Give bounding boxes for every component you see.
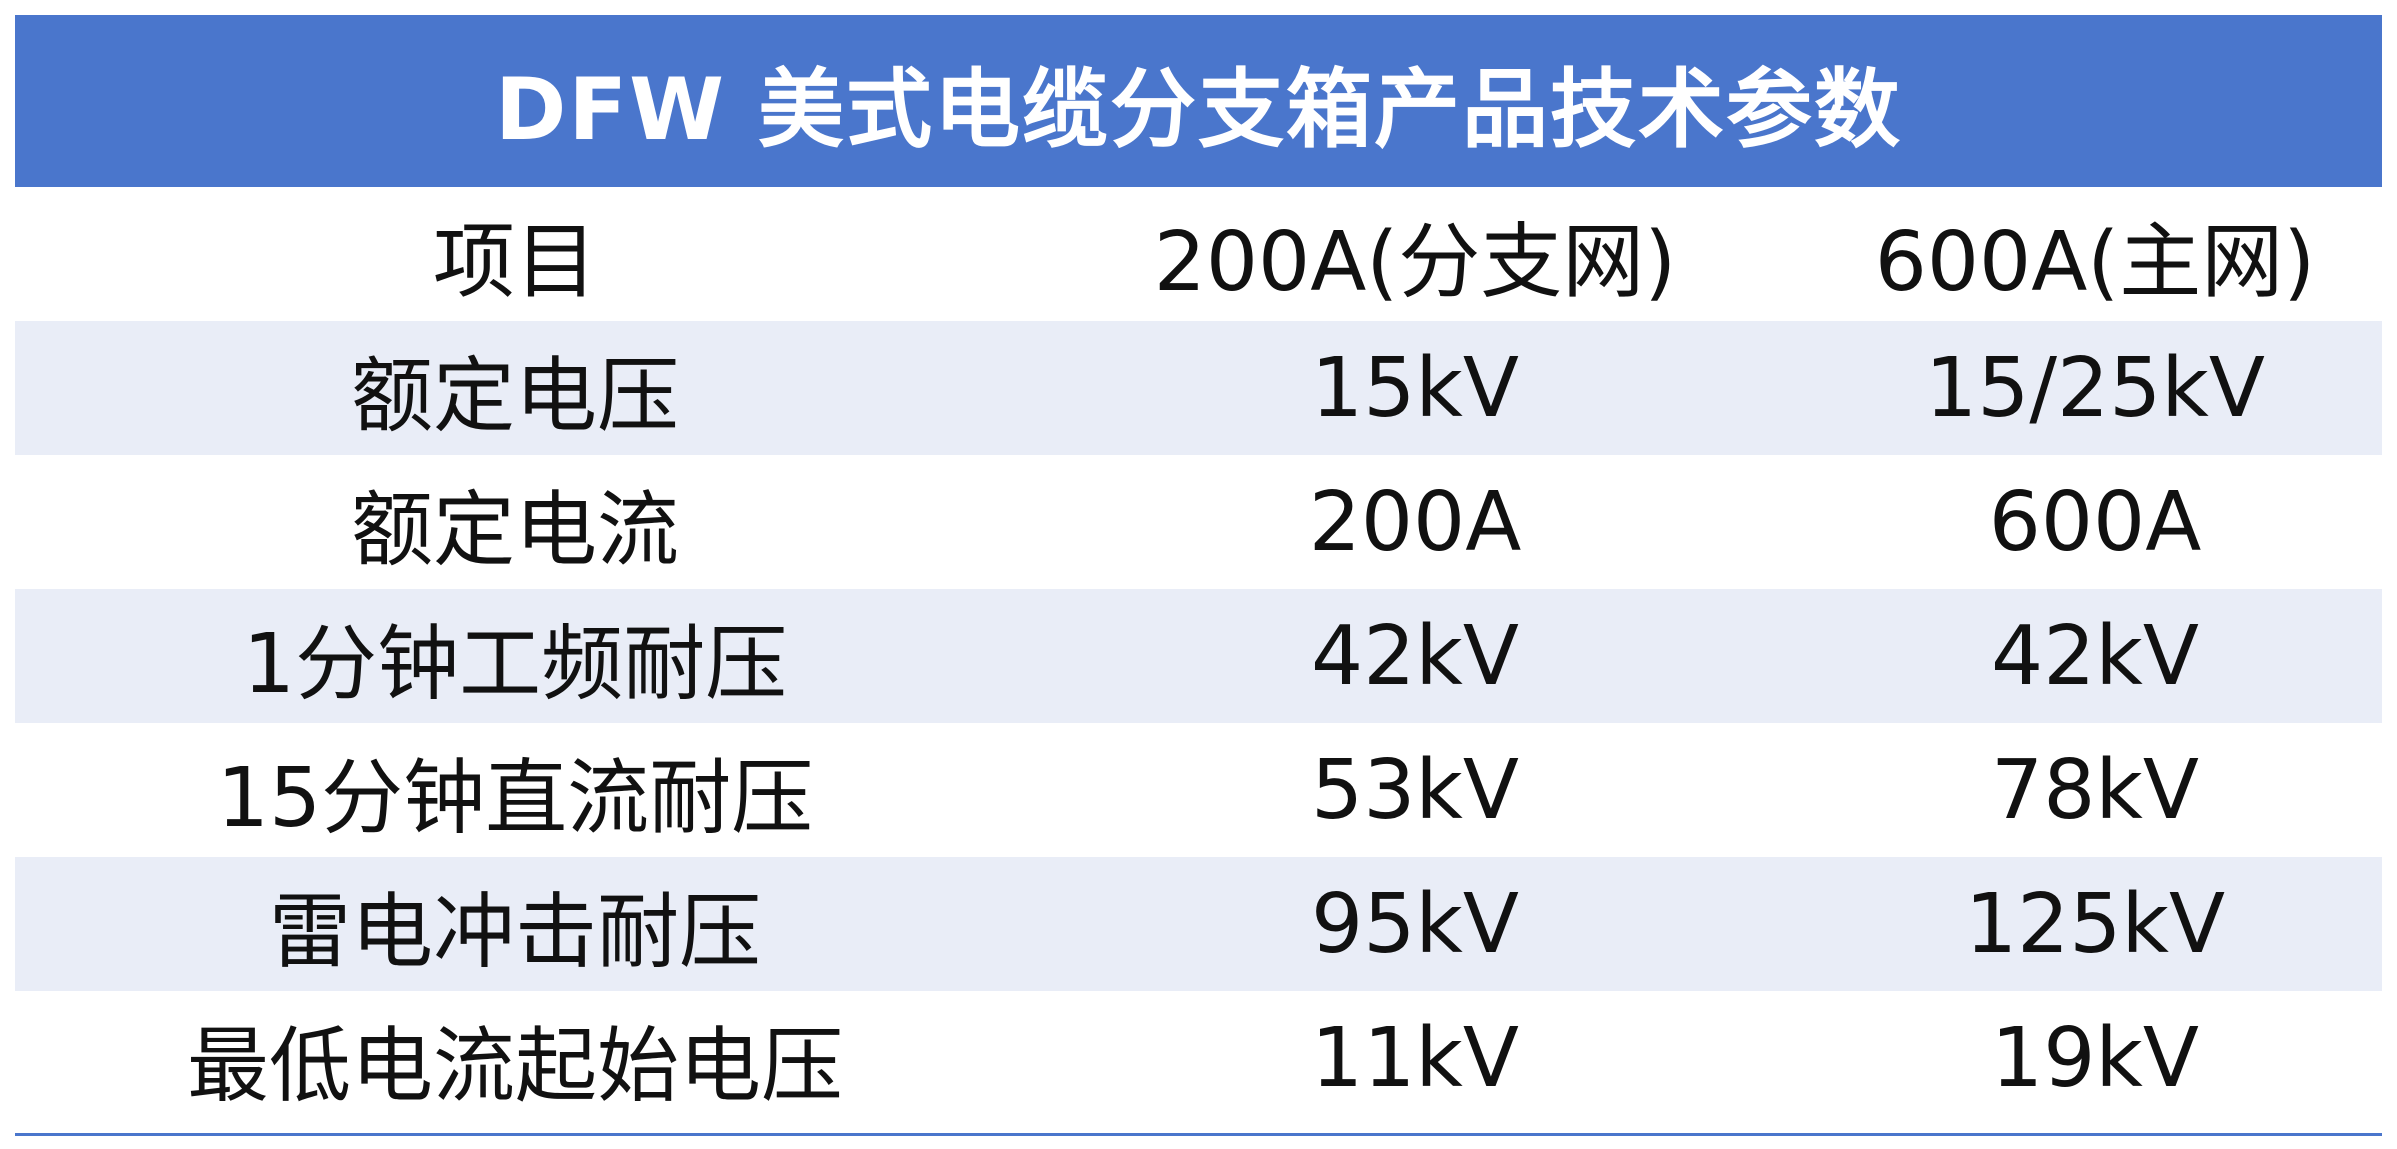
row-value-200a: 15kV (1311, 340, 1519, 436)
table-row: 雷电冲击耐压 95kV 125kV (15, 857, 2382, 991)
header-600a: 600A(主网) (1874, 214, 2316, 310)
spec-table: DFW 美式电缆分支箱产品技术参数 项目 200A(分支网) 600A(主网) … (15, 15, 2382, 1136)
row-item: 额定电流 (350, 482, 679, 578)
bottom-divider (15, 1133, 2382, 1136)
table-title: DFW 美式电缆分支箱产品技术参数 (495, 59, 1902, 160)
table-row: 最低电流起始电压 11kV 19kV (15, 991, 2382, 1125)
row-value-200a: 95kV (1311, 876, 1519, 972)
header-200a: 200A(分支网) (1153, 214, 1677, 310)
table-header-row: 项目 200A(分支网) 600A(主网) (15, 187, 2382, 321)
table-row: 额定电压 15kV 15/25kV (15, 321, 2382, 455)
table-row: 1分钟工频耐压 42kV 42kV (15, 589, 2382, 723)
row-value-600a: 78kV (1991, 742, 2199, 838)
row-value-200a: 11kV (1311, 1010, 1519, 1106)
row-item: 1分钟工频耐压 (242, 616, 788, 712)
row-value-200a: 200A (1308, 474, 1522, 570)
row-value-600a: 125kV (1964, 876, 2226, 972)
row-item: 最低电流起始电压 (186, 1018, 843, 1114)
row-value-200a: 53kV (1311, 742, 1519, 838)
row-item: 15分钟直流耐压 (216, 750, 814, 846)
row-value-600a: 600A (1988, 474, 2202, 570)
table-title-bar: DFW 美式电缆分支箱产品技术参数 (15, 15, 2382, 187)
table-row: 额定电流 200A 600A (15, 455, 2382, 589)
row-value-600a: 19kV (1991, 1010, 2199, 1106)
row-item: 雷电冲击耐压 (268, 884, 761, 980)
row-value-600a: 15/25kV (1925, 340, 2265, 436)
header-item: 项目 (432, 214, 597, 310)
row-value-200a: 42kV (1311, 608, 1519, 704)
table-row: 15分钟直流耐压 53kV 78kV (15, 723, 2382, 857)
row-item: 额定电压 (350, 348, 679, 444)
row-value-600a: 42kV (1991, 608, 2199, 704)
